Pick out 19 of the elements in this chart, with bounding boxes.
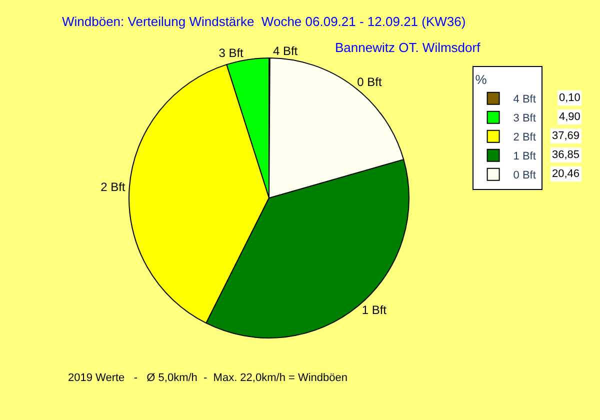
data-label: 20,46 — [552, 168, 580, 180]
data-label: 36,85 — [552, 149, 580, 161]
legend-label: 2 Bft — [513, 132, 536, 144]
legend-label: 0 Bft — [513, 170, 536, 182]
slice-label: 0 Bft — [357, 75, 382, 90]
legend-label: 3 Bft — [513, 112, 536, 125]
text: 2019 Werte - Ø 5,0km/h - Max. 22,0km/h = Windböen — [68, 372, 348, 384]
slice-label: 1 Bft — [362, 302, 388, 317]
legend-label: 4 Bft — [513, 94, 536, 106]
slice-label: 4 Bft — [272, 44, 298, 58]
chart-subtitle: Bannewitz OT. Wilmsdorf — [335, 40, 481, 55]
chart-title: Windböen: Verteilung Windstärke Woche 06.09.21 - 12.09.21 (KW36) — [62, 14, 466, 29]
data-label: 4,90 — [559, 111, 580, 123]
slice-label: 2 Bft — [100, 180, 126, 194]
data-label: 0,10 — [559, 92, 580, 104]
data-label: 37,69 — [552, 130, 580, 142]
slice-label: 3 Bft — [218, 46, 244, 60]
legend-label: 1 Bft — [513, 150, 536, 163]
legend-title: % — [475, 72, 488, 87]
